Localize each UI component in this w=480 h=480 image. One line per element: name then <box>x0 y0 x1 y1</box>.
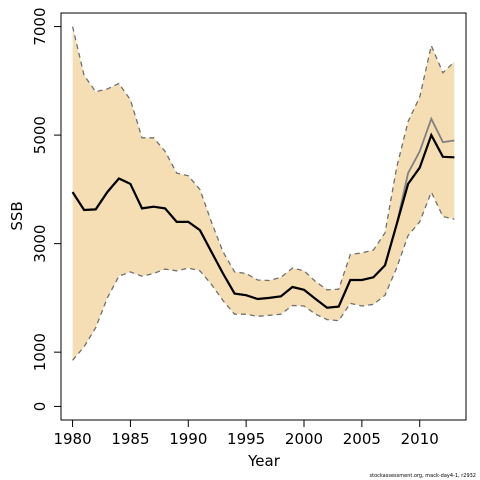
y-tick-label: 5000 <box>31 116 49 154</box>
x-tick-label: 1980 <box>53 430 91 448</box>
estimate-line <box>71 132 455 309</box>
x-axis-title: Year <box>247 452 281 470</box>
x-axis: 1980 1985 1990 1995 2000 2005 2010 <box>53 419 439 448</box>
y-axis-title: SSB <box>8 201 26 230</box>
x-tick-label: 2000 <box>285 430 323 448</box>
y-tick-label: 0 <box>31 402 49 412</box>
credit-text: stockassessment.org, mack-day4-1, r2932 <box>370 473 477 479</box>
y-axis: 0 1000 3000 5000 7000 <box>31 7 62 412</box>
x-tick-label: 1985 <box>111 430 149 448</box>
x-tick-label: 1995 <box>227 430 265 448</box>
upper-bound-line <box>71 26 455 291</box>
y-tick-label: 3000 <box>31 225 49 263</box>
x-tick-label: 2010 <box>401 430 439 448</box>
lower-bound-line <box>72 190 455 361</box>
x-tick-label: 2005 <box>343 430 381 448</box>
confidence-band <box>72 26 455 361</box>
x-tick-label: 1990 <box>169 430 207 448</box>
y-tick-label: 1000 <box>31 333 49 371</box>
y-tick-label: 7000 <box>31 7 49 45</box>
plot-area <box>71 26 455 361</box>
